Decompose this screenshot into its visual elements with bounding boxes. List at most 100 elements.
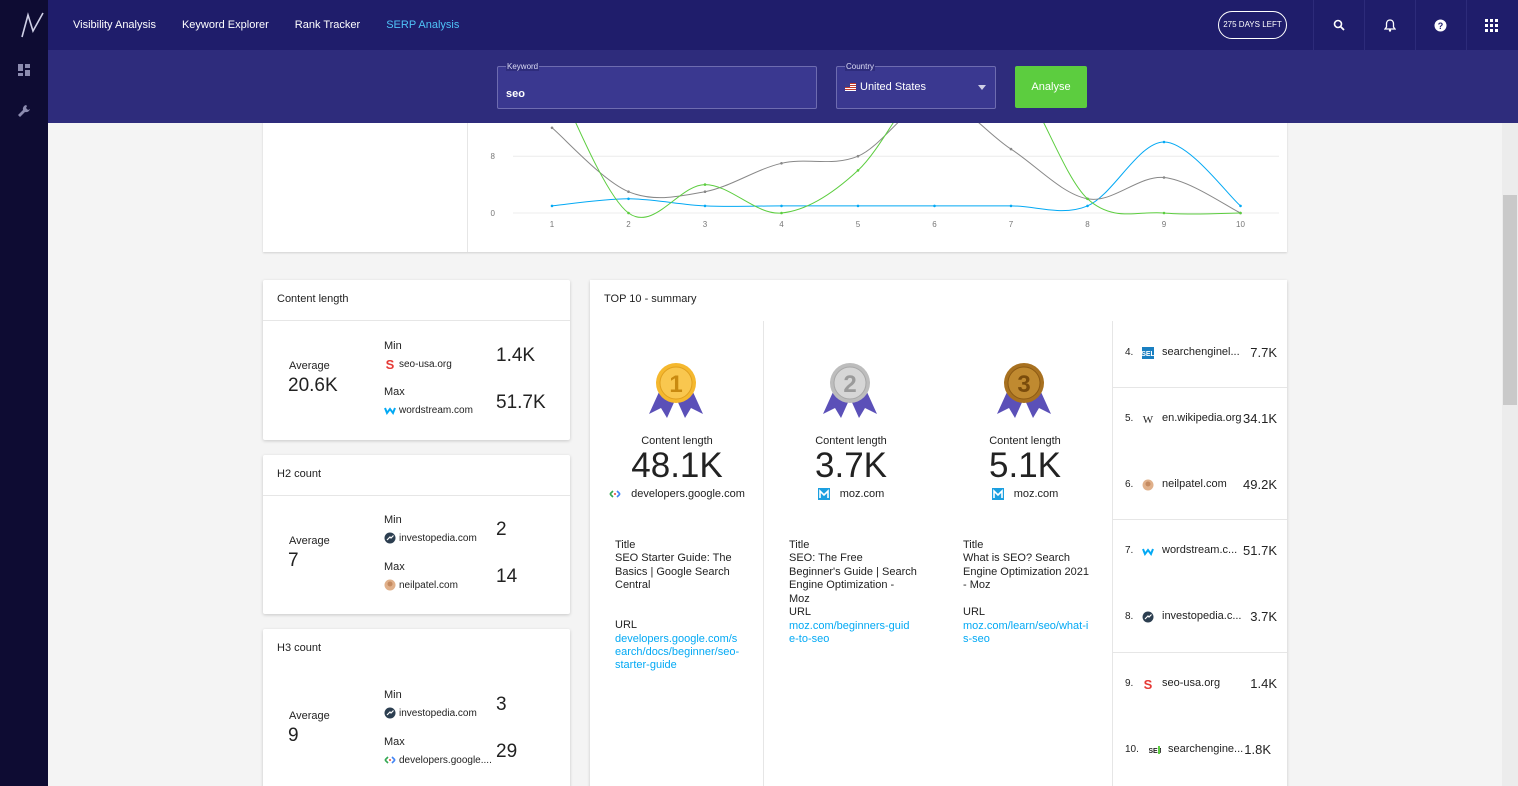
days-left-badge[interactable]: 275 DAYS LEFT [1218, 11, 1287, 39]
min-value: 1.4K [496, 345, 536, 366]
data-point [627, 197, 630, 201]
average-value: 20.6K [288, 375, 338, 396]
title-label: Title [963, 539, 984, 551]
data-point [1162, 140, 1166, 144]
svg-text:1: 1 [669, 371, 682, 398]
x-tick-label: 5 [856, 220, 861, 229]
data-point [1009, 204, 1013, 208]
app-logo-icon[interactable] [20, 11, 46, 39]
bronze-medal-icon: 3 [997, 363, 1051, 418]
url-label: URL [615, 619, 638, 631]
max-site[interactable]: neilpatel.com [384, 579, 458, 591]
rank-row-7[interactable]: 7. wordstream.c... 51.7K [1125, 543, 1277, 558]
country-select[interactable]: Country United States [836, 62, 996, 109]
rank-row-4[interactable]: 4. SEL searchenginel... 7.7K [1125, 345, 1277, 360]
gold-medal-icon: 1 [649, 363, 703, 418]
average-label: Average [289, 360, 330, 372]
page-scrollbar[interactable] [1502, 123, 1518, 786]
data-point [550, 204, 554, 208]
nav-serp-analysis[interactable]: SERP Analysis [386, 19, 460, 31]
keyword-field[interactable]: Keyword seo [497, 62, 817, 109]
page-url-link[interactable]: developers.google.com/search/docs/beginn… [615, 633, 740, 671]
min-site[interactable]: investopedia.com [384, 707, 477, 719]
series-line-2 [564, 100, 1241, 218]
investopedia-favicon-icon [384, 707, 396, 719]
rank-row-8[interactable]: 8. investopedia.c... 3.7K [1125, 609, 1277, 624]
average-value: 9 [288, 725, 299, 746]
podium-rank-1: 1 Content length 48.1K developers.google… [590, 321, 764, 786]
data-point [933, 204, 936, 208]
page-title: SEO Starter Guide: The Basics | Google S… [615, 552, 732, 591]
data-point [856, 169, 860, 172]
podium-site[interactable]: moz.com [764, 488, 938, 500]
rank-row-6[interactable]: 6. neilpatel.com 49.2K [1125, 477, 1277, 492]
dashboard-icon[interactable] [17, 63, 31, 77]
title-label: Title [615, 539, 636, 551]
rank-row-10[interactable]: 10. SEJ searchengine... 1.8K [1125, 742, 1271, 757]
wordstream-favicon-icon [384, 407, 396, 416]
apps-button[interactable] [1466, 0, 1516, 50]
x-tick-label: 8 [1085, 220, 1090, 229]
podium-site[interactable]: moz.com [938, 488, 1112, 500]
url-label: URL [963, 606, 986, 618]
neilpatel-favicon-icon [1142, 479, 1154, 491]
x-tick-label: 2 [626, 220, 631, 229]
rank-divider [1113, 387, 1287, 388]
svg-text:?: ? [1438, 21, 1444, 31]
nav-rank-tracker[interactable]: Rank Tracker [294, 19, 361, 31]
data-point [780, 162, 783, 165]
notifications-button[interactable] [1364, 0, 1414, 50]
wrench-icon[interactable] [17, 104, 31, 118]
keyword-input[interactable]: seo [506, 88, 525, 100]
search-engine-land-favicon-icon: SEL [1142, 347, 1154, 359]
content-length-label: Content length [641, 435, 713, 447]
content-length-label: Content length [989, 435, 1061, 447]
max-site[interactable]: developers.google.... [384, 754, 492, 766]
data-point [703, 183, 707, 186]
country-label: Country [845, 62, 876, 71]
x-tick-label: 10 [1236, 220, 1245, 229]
min-label: Min [384, 514, 402, 526]
search-icon [1333, 19, 1345, 31]
y-tick-label: 8 [491, 152, 496, 161]
google-developers-favicon-icon [384, 756, 396, 764]
search-button[interactable] [1313, 0, 1363, 50]
min-site[interactable]: S seo-usa.org [385, 358, 452, 370]
min-site[interactable]: investopedia.com [384, 532, 477, 544]
data-point [1239, 211, 1242, 215]
wikipedia-favicon-icon: W [1143, 414, 1154, 425]
podium-site[interactable]: developers.google.com [590, 488, 764, 500]
rank-divider [1113, 519, 1287, 520]
analyse-button[interactable]: Analyse [1015, 66, 1087, 108]
h3-count-card: H3 count Average 9 Min investopedia.com … [263, 629, 570, 786]
nav-visibility-analysis[interactable]: Visibility Analysis [73, 19, 156, 31]
seo-usa-favicon-icon: S [386, 358, 395, 370]
svg-text:SEJ: SEJ [1149, 748, 1161, 755]
rank-line-chart: 8 0 1 2 3 4 5 6 7 8 9 10 [491, 100, 1279, 229]
rank-row-5[interactable]: 5. W en.wikipedia.org 34.1K [1125, 411, 1277, 426]
help-button[interactable]: ? [1415, 0, 1465, 50]
data-point [780, 211, 783, 215]
y-tick-label: 0 [491, 209, 496, 218]
x-tick-label: 7 [1009, 220, 1014, 229]
max-value: 51.7K [496, 392, 546, 413]
max-label: Max [384, 386, 405, 398]
svg-text:SEL: SEL [1142, 351, 1154, 358]
dropdown-caret-icon [978, 85, 986, 90]
investopedia-favicon-icon [384, 532, 396, 544]
data-point [550, 126, 554, 130]
scrollbar-thumb[interactable] [1503, 195, 1517, 405]
data-point [703, 204, 707, 208]
content-length-value: 3.7K [815, 446, 887, 485]
h2-count-card: H2 count Average 7 Min investopedia.com … [263, 455, 570, 614]
page-url-link[interactable]: moz.com/learn/seo/what-is-seo [963, 620, 1089, 645]
seo-usa-favicon-icon: S [1144, 678, 1153, 690]
silver-medal-icon: 2 [823, 363, 877, 418]
rank-row-9[interactable]: 9. S seo-usa.org 1.4K [1125, 676, 1277, 691]
card-divider [263, 320, 570, 321]
top-nav: Visibility Analysis Keyword Explorer Ran… [48, 0, 1518, 50]
page-url-link[interactable]: moz.com/beginners-guide-to-seo [789, 620, 910, 645]
keyword-label: Keyword [506, 62, 540, 71]
nav-keyword-explorer[interactable]: Keyword Explorer [181, 19, 269, 31]
max-site[interactable]: wordstream.com [384, 404, 473, 416]
